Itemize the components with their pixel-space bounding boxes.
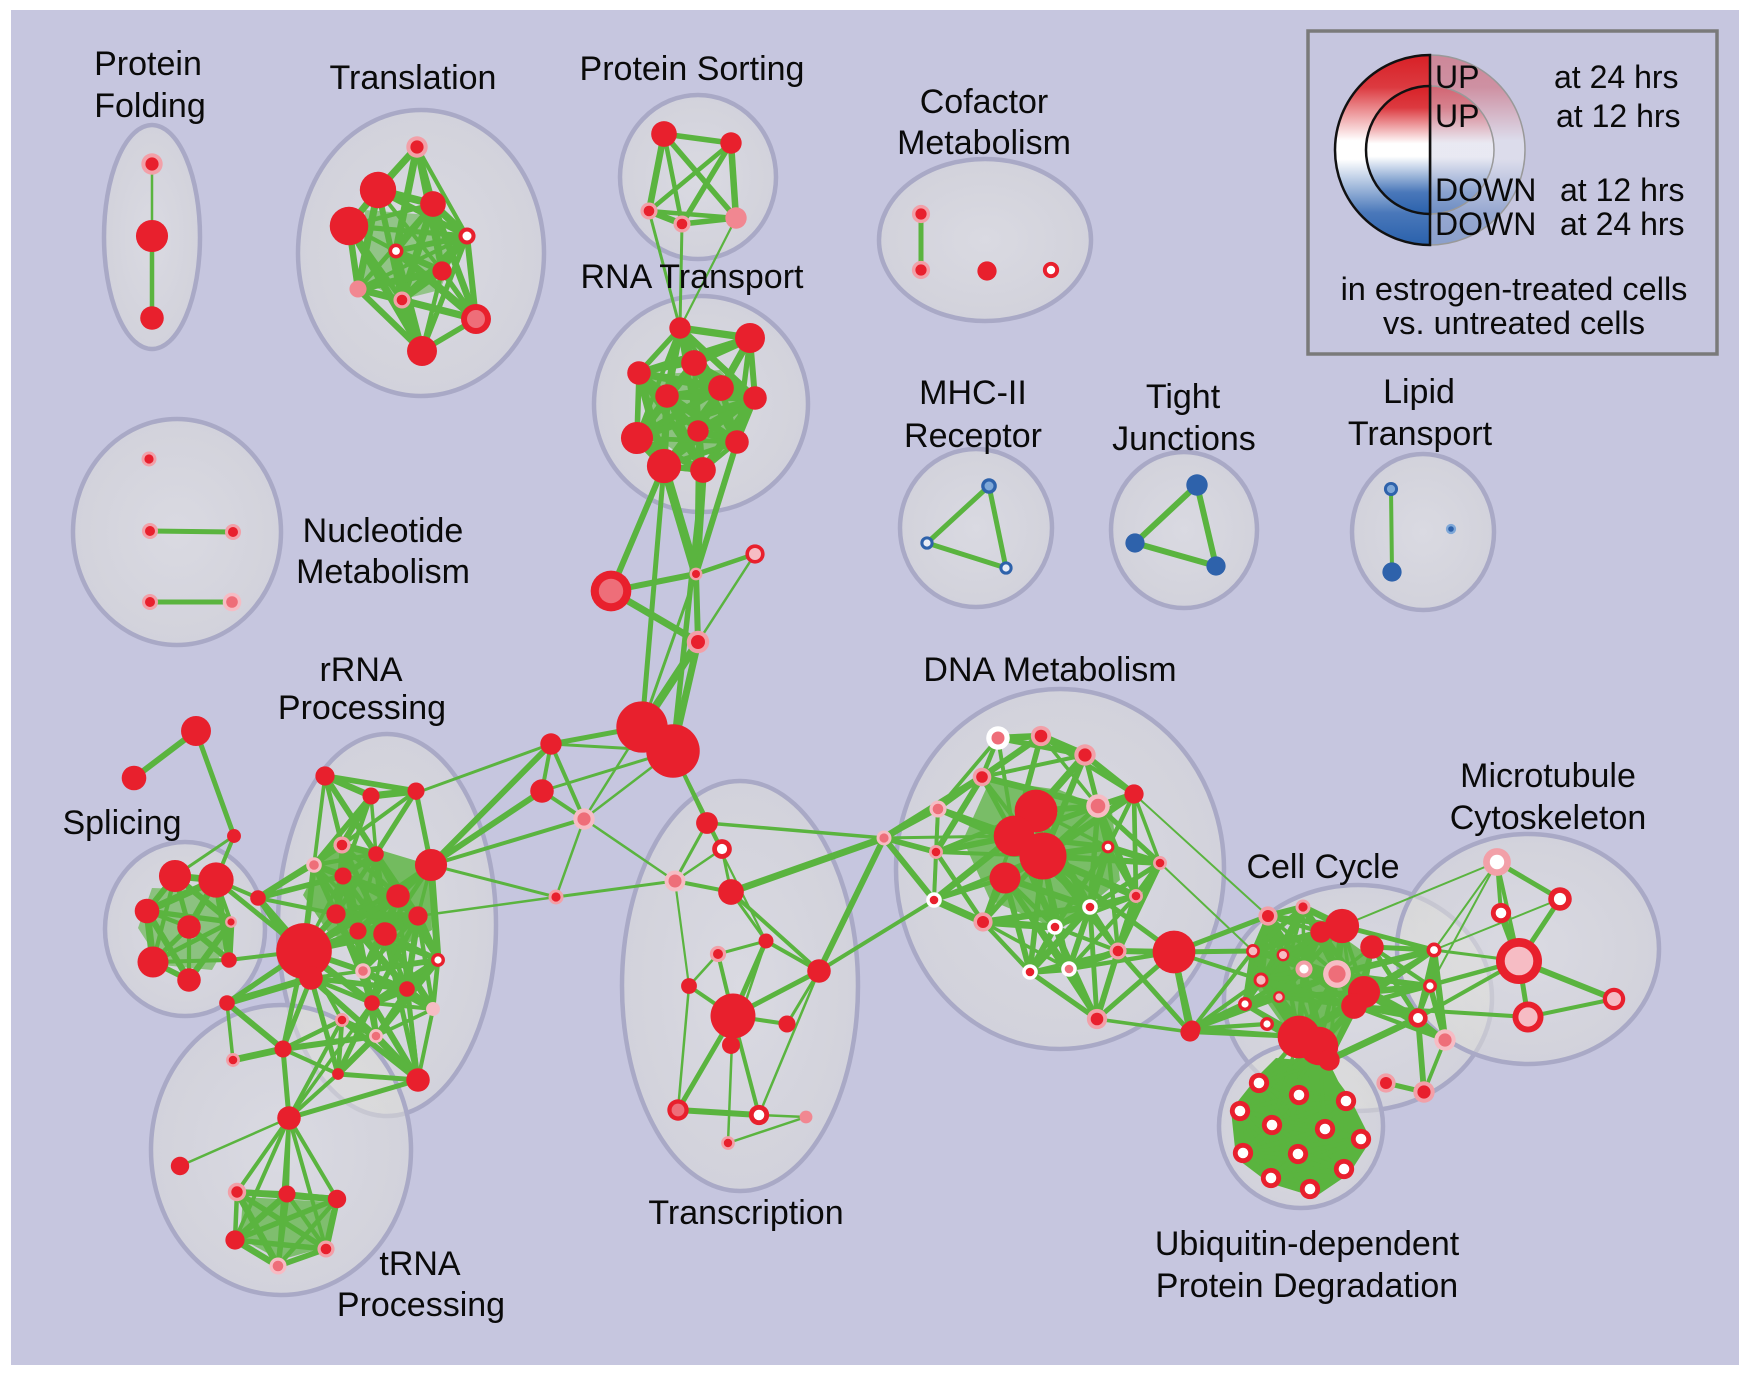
svg-text:Tight: Tight — [1146, 378, 1221, 416]
svg-text:at 12 hrs: at 12 hrs — [1560, 172, 1685, 208]
svg-text:Ubiquitin-dependent: Ubiquitin-dependent — [1155, 1225, 1460, 1263]
svg-text:Cytoskeleton: Cytoskeleton — [1450, 799, 1647, 837]
svg-text:Metabolism: Metabolism — [897, 124, 1071, 162]
svg-text:Transport: Transport — [1348, 415, 1493, 453]
svg-text:vs. untreated cells: vs. untreated cells — [1383, 305, 1645, 341]
svg-text:UP: UP — [1435, 59, 1479, 95]
svg-text:at 24 hrs: at 24 hrs — [1554, 59, 1679, 95]
svg-text:DOWN: DOWN — [1435, 172, 1536, 208]
svg-text:Cell Cycle: Cell Cycle — [1246, 848, 1399, 886]
svg-text:Receptor: Receptor — [904, 417, 1042, 455]
svg-text:rRNA: rRNA — [319, 651, 402, 689]
svg-text:Cofactor: Cofactor — [920, 83, 1049, 121]
svg-text:Protein: Protein — [94, 45, 202, 83]
svg-text:tRNA: tRNA — [379, 1245, 461, 1283]
svg-text:UP: UP — [1435, 98, 1479, 134]
svg-text:Nucleotide: Nucleotide — [303, 512, 464, 550]
svg-text:Protein Degradation: Protein Degradation — [1156, 1267, 1458, 1305]
svg-text:Splicing: Splicing — [62, 804, 181, 842]
svg-text:DNA Metabolism: DNA Metabolism — [923, 651, 1176, 689]
svg-text:Junctions: Junctions — [1112, 420, 1256, 458]
svg-text:Protein Sorting: Protein Sorting — [580, 50, 805, 88]
svg-text:RNA Transport: RNA Transport — [581, 258, 805, 296]
svg-text:Transcription: Transcription — [648, 1194, 843, 1232]
svg-text:Processing: Processing — [337, 1286, 505, 1324]
svg-text:MHC-II: MHC-II — [919, 374, 1027, 412]
svg-text:Translation: Translation — [330, 59, 497, 97]
svg-text:DOWN: DOWN — [1435, 206, 1536, 242]
svg-text:Folding: Folding — [94, 87, 206, 125]
svg-text:Lipid: Lipid — [1383, 373, 1455, 411]
svg-text:Processing: Processing — [278, 689, 446, 727]
svg-text:Metabolism: Metabolism — [296, 553, 470, 591]
svg-text:in estrogen-treated cells: in estrogen-treated cells — [1341, 271, 1688, 307]
svg-text:at 24 hrs: at 24 hrs — [1560, 206, 1685, 242]
svg-text:Microtubule: Microtubule — [1460, 757, 1636, 795]
svg-text:at 12 hrs: at 12 hrs — [1556, 98, 1681, 134]
